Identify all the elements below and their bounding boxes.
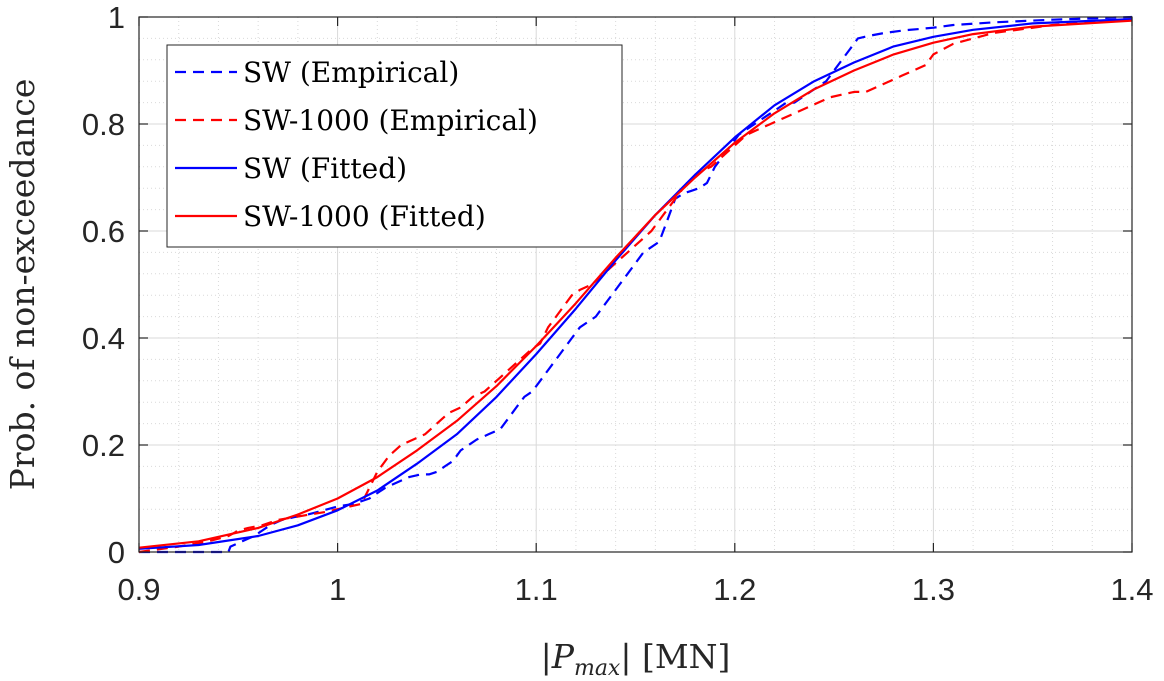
x-tick-label: 1.1	[515, 572, 558, 607]
series-line-sw-fitted	[138, 18, 1133, 550]
y-tick-label: 0.8	[82, 107, 125, 142]
legend-label-sw-fitted: SW (Fitted)	[243, 152, 407, 185]
series-line-sw-1000-fitted	[138, 19, 1133, 549]
legend-label-sw-1000-empirical: SW-1000 (Empirical)	[243, 104, 538, 137]
legend-label-sw-empirical: SW (Empirical)	[243, 56, 459, 89]
x-axis-label: |Pmax| [MN]	[541, 637, 731, 681]
y-tick-label: 0	[108, 535, 125, 570]
series-layer	[138, 15, 1133, 554]
y-tick-label: 0.6	[82, 214, 125, 249]
x-tick-label: 1.4	[1110, 572, 1153, 607]
plot-area-frame	[138, 16, 1133, 553]
y-tick-label: 0.4	[82, 321, 125, 356]
legend-label-sw-1000-fitted: SW-1000 (Fitted)	[243, 200, 486, 233]
legend-box	[166, 44, 623, 248]
legend: SW (Empirical) SW-1000 (Empirical) SW (Fit…	[166, 44, 623, 248]
y-tick-label: 1	[108, 0, 125, 35]
minor-grid	[139, 17, 1132, 552]
x-tick-label: 1	[329, 572, 346, 607]
x-tick-label: 1.3	[912, 572, 955, 607]
x-tick-label: 1.2	[713, 572, 756, 607]
y-tick-labels: 0 0.2 0.4 0.6 0.8 1	[82, 0, 125, 570]
y-tick-label: 0.2	[82, 428, 125, 463]
x-tick-labels: 0.9 1 1.1 1.2 1.3 1.4	[117, 572, 1153, 607]
y-axis-label: Prob. of non-exceedance	[3, 79, 42, 491]
x-tick-label: 0.9	[117, 572, 160, 607]
axis-ticks	[138, 16, 1133, 553]
